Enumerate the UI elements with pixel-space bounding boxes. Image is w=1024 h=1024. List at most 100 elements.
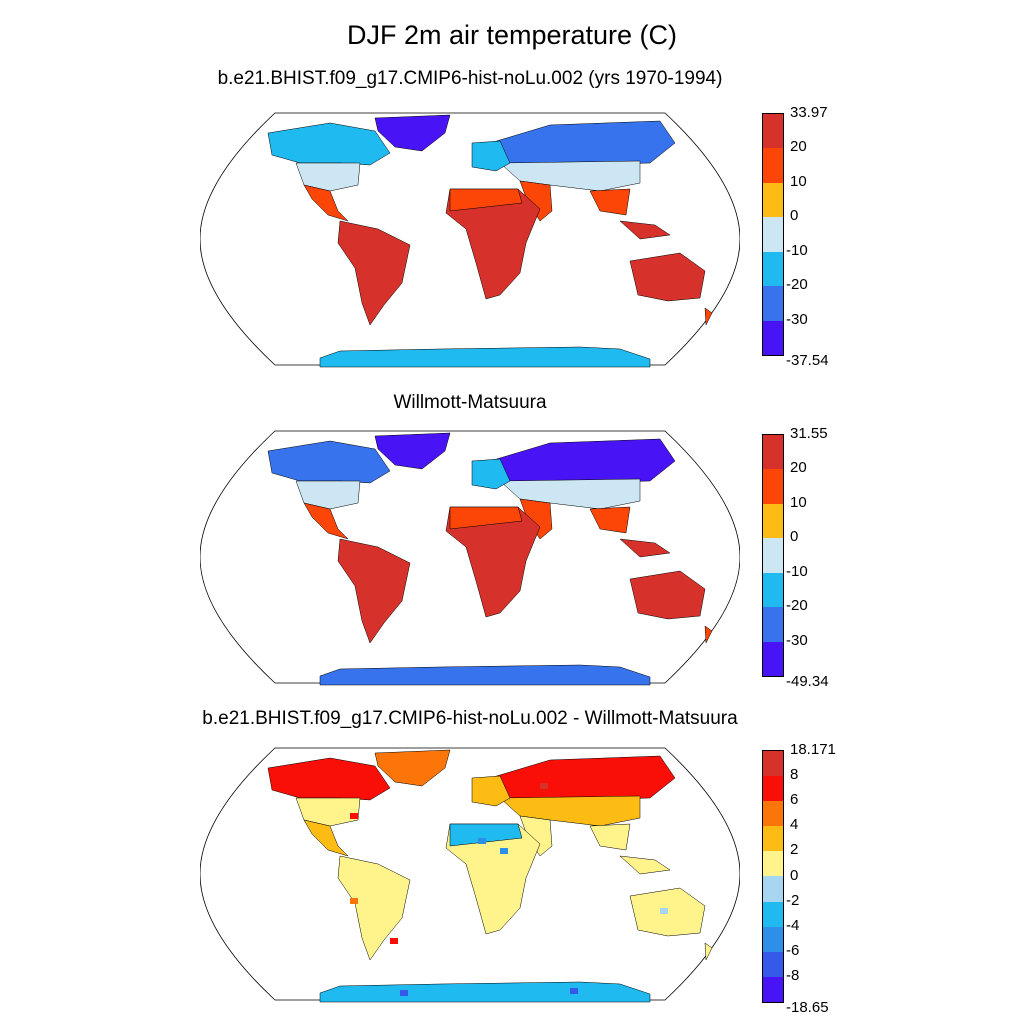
anomaly-cell [478,838,486,844]
region-usa [295,797,361,827]
colorbar-label: -37.54 [786,352,829,369]
region-nz [704,942,713,961]
colorbar-bin [763,876,783,902]
colorbar-label: 0 [790,207,799,225]
colorbar-bin [763,251,783,287]
region-samerica [337,538,411,644]
colorbar-bin [763,148,783,183]
anomaly-cell [500,848,508,854]
colorbar-label: 10 [790,493,807,511]
region-europe [471,458,511,490]
colorbar-label: -20 [786,597,808,615]
colorbar-bin [763,826,783,852]
anomaly-cell [350,813,358,819]
region-africa [445,823,541,935]
colorbar-bin [763,286,783,321]
region-europe [471,775,511,807]
colorbar-label: -30 [786,310,808,328]
colorbar-bin [763,503,783,539]
colorbar-label: 6 [790,791,799,809]
colorbar-bin [763,217,783,252]
colorbar-bin [763,641,783,676]
region-australia [629,570,706,620]
colorbar-bin [763,469,783,504]
colorbar-label: -4 [786,916,800,934]
colorbar-bin [763,435,783,470]
colorbar-bin [763,901,783,927]
region-usa [295,162,361,192]
region-canada [267,757,391,801]
colorbar-bin [763,976,783,1002]
colorbar-observed [762,434,784,677]
region-antarctica [319,346,651,368]
region-mexico [303,819,349,857]
colorbar-bin [763,951,783,977]
anomaly-cell [350,898,358,904]
colorbar-bin [763,801,783,827]
colorbar-label: -30 [786,631,808,649]
colorbar-label: -8 [786,966,800,984]
colorbar-bin [763,114,783,149]
figure-title: DJF 2m air temperature (C) [346,20,678,50]
colorbar-bin [763,572,783,608]
colorbar-bin [763,182,783,218]
colorbar-bin [763,538,783,573]
colorbar-label: 31.55 [790,425,828,442]
anomaly-cell [400,990,408,996]
region-antarctica [319,664,651,686]
region-mexico [303,502,349,540]
colorbar-bin [763,751,783,777]
region-africa [445,188,541,300]
anomaly-cell [570,988,578,994]
colorbar-label: -18.65 [786,999,829,1016]
colorbar-label: -20 [786,276,808,294]
colorbar-label: 33.97 [790,104,828,121]
colorbar-bin [763,776,783,802]
region-nz [704,307,713,326]
world-map-observed [200,430,740,686]
world-map-model [200,112,740,368]
colorbar-label: -10 [786,562,808,580]
region-africaNorth [449,823,523,847]
panel-title-observed: Willmott-Matsuura [393,392,547,413]
region-europe [471,140,511,172]
colorbar-label: 18.171 [790,741,836,758]
anomaly-cell [660,908,668,914]
anomaly-cell [540,783,548,789]
region-australia [629,252,706,302]
region-greenland [374,114,451,152]
colorbar-bin [763,851,783,877]
region-antarctica [319,981,651,1003]
anomaly-cell [610,778,618,784]
colorbar-label: 0 [790,866,799,884]
panel-title-difference: b.e21.BHIST.f09_g17.CMIP6-hist-noLu.002 … [202,708,738,729]
region-africaNorth [449,188,523,212]
anomaly-cell [390,938,398,944]
colorbar-label: 20 [790,459,807,477]
colorbar-bin [763,926,783,952]
region-greenland [374,432,451,470]
colorbar-label: 8 [790,766,799,784]
colorbar-bin [763,607,783,642]
colorbar-label: -49.34 [786,673,829,690]
panel-title-model: b.e21.BHIST.f09_g17.CMIP6-hist-noLu.002 … [217,68,723,89]
colorbar-label: 0 [790,528,799,546]
region-usa [295,480,361,510]
colorbar-model [762,113,784,356]
region-seAsia [619,220,671,240]
region-samerica [337,855,411,961]
region-samerica [337,220,411,326]
colorbar-label: 20 [790,138,807,156]
region-africaNorth [449,506,523,530]
colorbar-label: -10 [786,241,808,259]
colorbar-difference [762,750,784,1003]
region-mexico [303,184,349,222]
region-canada [267,440,391,484]
colorbar-label: 10 [790,172,807,190]
region-canada [267,122,391,166]
colorbar-bin [763,320,783,355]
colorbar-label: -2 [786,891,800,909]
colorbar-label: 4 [790,816,799,834]
world-map-difference [200,747,740,1003]
region-seAsia [619,538,671,558]
